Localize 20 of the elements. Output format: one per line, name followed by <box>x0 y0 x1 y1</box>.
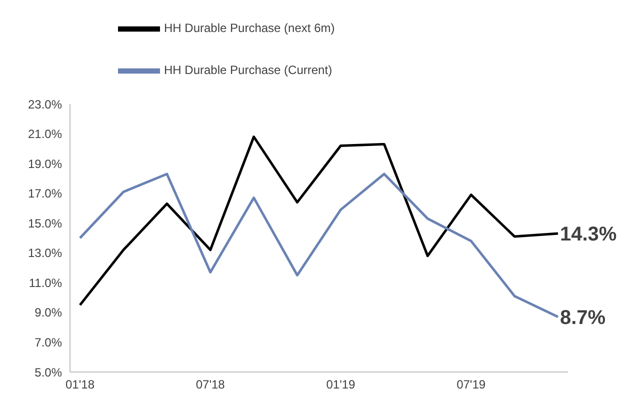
x-tick-label: 07'18 <box>196 378 226 392</box>
y-tick-label: 5.0% <box>34 365 62 380</box>
y-tick-label: 17.0% <box>28 186 62 201</box>
y-tick-label: 9.0% <box>34 306 62 320</box>
data-label: 14.3% <box>560 224 617 246</box>
y-tick-label: 11.0% <box>28 276 62 290</box>
y-tick-label: 21.0% <box>28 127 62 142</box>
x-tick-label: 07'19 <box>456 378 486 392</box>
line-series <box>78 136 560 306</box>
x-tick-label: 01'18 <box>66 378 95 392</box>
y-tick-label: 19.0% <box>28 156 62 171</box>
line-series <box>78 172 560 318</box>
legend-label: HH Durable Purchase (Current) <box>164 63 332 78</box>
y-tick-label: 7.0% <box>34 335 62 350</box>
x-tick-label: 01'19 <box>326 378 356 392</box>
legend-label: HH Durable Purchase (next 6m) <box>164 21 335 36</box>
y-tick-label: 15.0% <box>28 216 62 230</box>
y-tick-label: 23.0% <box>28 97 62 112</box>
y-tick-label: 13.0% <box>28 246 62 260</box>
data-label: 8.7% <box>560 306 606 329</box>
